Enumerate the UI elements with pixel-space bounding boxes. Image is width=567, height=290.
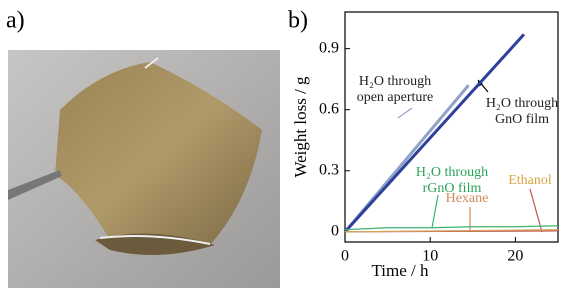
annotation: H₂O through <box>416 165 488 180</box>
y-tick-label: 0.3 <box>319 161 339 178</box>
x-tick-label: 10 <box>422 248 438 265</box>
annotation: H₂O through <box>486 96 558 111</box>
data-line <box>343 33 526 233</box>
photo <box>8 50 280 288</box>
annotation: Ethanol <box>508 173 552 188</box>
data-line <box>344 225 559 231</box>
data-line <box>344 229 559 233</box>
annotation: rGnO film <box>423 181 482 196</box>
panel-label: a) <box>6 8 25 34</box>
panel-label: b) <box>288 8 308 34</box>
x-tick-label: 0 <box>341 248 349 265</box>
y-axis-label: Weight loss / g <box>291 76 310 178</box>
annotation: open aperture <box>357 90 434 105</box>
annotation: Hexane <box>446 191 489 206</box>
y-tick-label: 0.9 <box>319 39 339 56</box>
annotation: H₂O through <box>359 74 431 89</box>
y-tick-label: 0 <box>331 222 339 239</box>
x-tick-label: 20 <box>507 248 523 265</box>
plot-frame <box>344 11 559 243</box>
y-tick-label: 0.6 <box>319 100 339 117</box>
x-axis-label: Time / h <box>371 261 429 280</box>
annotation: GnO film <box>495 112 549 127</box>
